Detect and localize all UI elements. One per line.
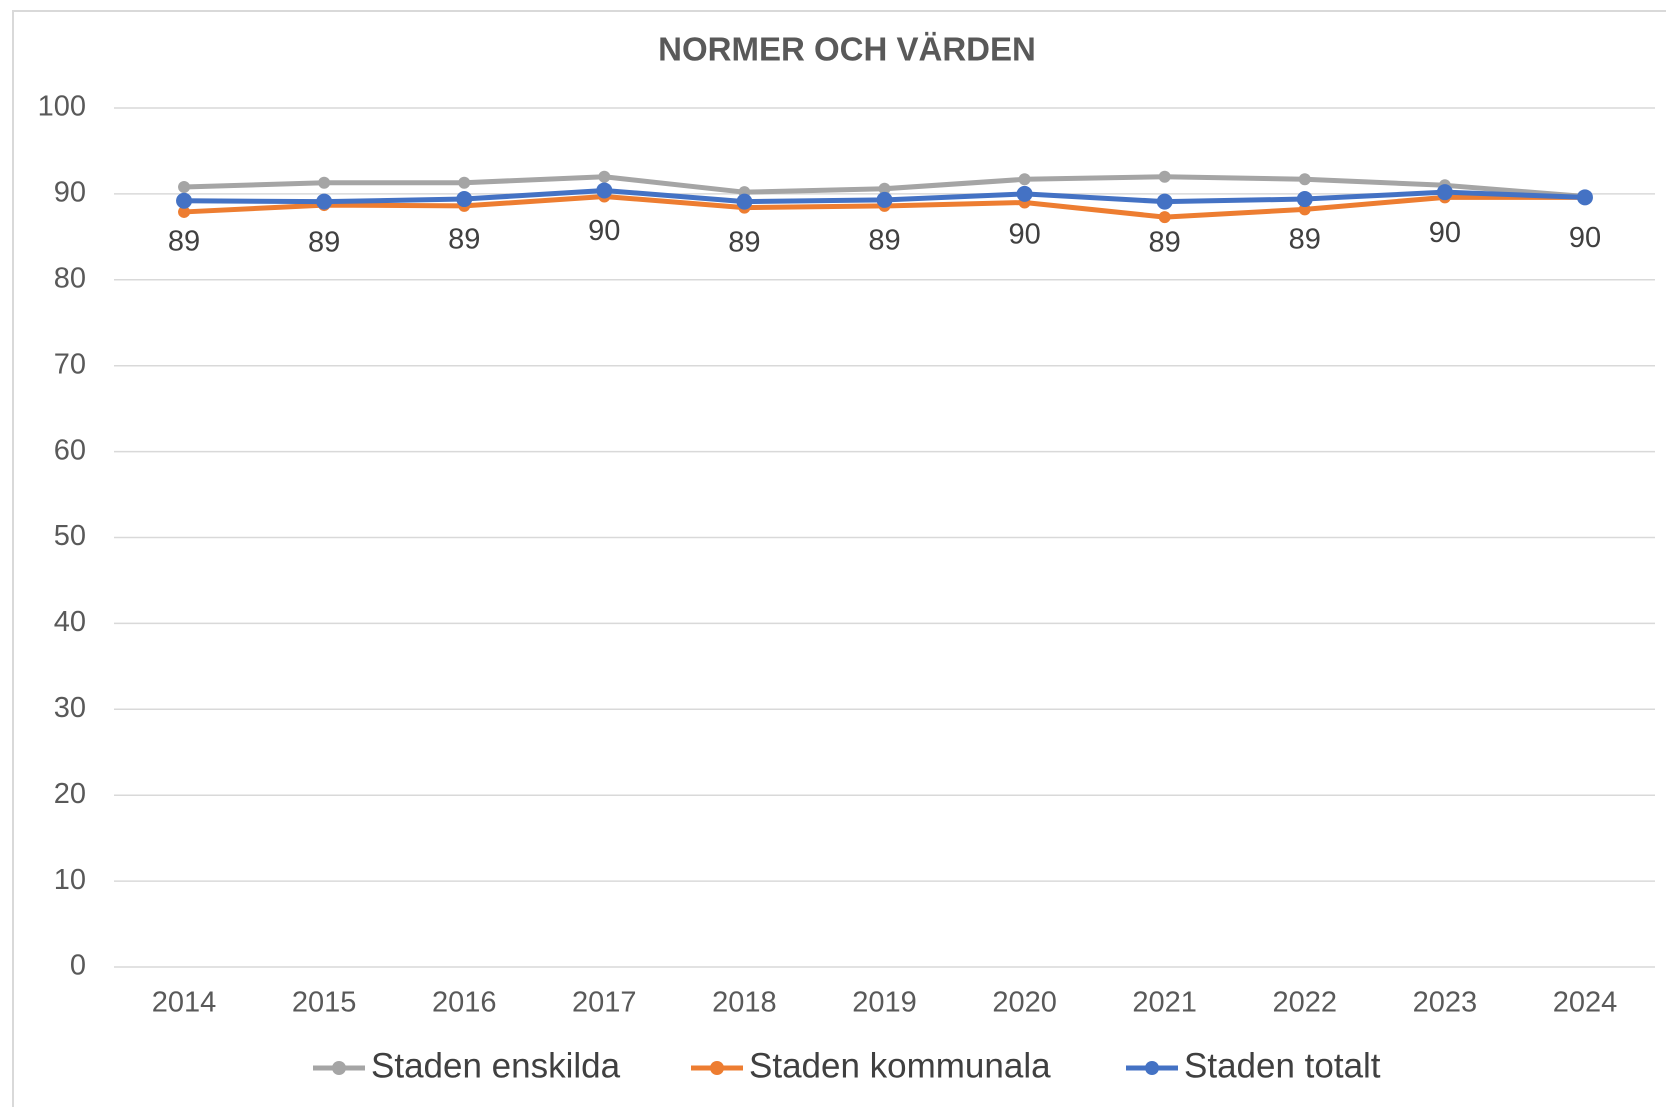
x-tick-label: 2015 [292,987,357,1019]
y-tick-label: 100 [38,91,86,123]
data-point [1436,184,1453,201]
x-tick-label: 2020 [992,987,1057,1019]
data-point [1296,191,1313,208]
y-tick-label: 20 [54,778,86,810]
legend-label: Staden kommunala [749,1046,1051,1085]
legend-label: Staden totalt [1184,1046,1381,1085]
legend-label: Staden enskilda [371,1046,621,1085]
data-point [456,191,473,208]
y-tick-label: 30 [54,692,86,724]
data-point [1156,193,1173,210]
data-label: 90 [1008,219,1040,251]
data-point [1018,173,1031,186]
data-label: 89 [728,226,760,258]
y-tick-label: 50 [54,520,86,552]
chart-frame [12,10,1666,1107]
data-label: 89 [168,225,200,257]
data-point [878,182,891,195]
data-label: 89 [308,226,340,258]
x-tick-label: 2016 [432,987,497,1019]
y-tick-label: 40 [54,606,86,638]
data-point [1298,173,1311,186]
data-point [598,170,611,183]
data-label: 89 [868,225,900,257]
legend-marker [332,1061,346,1075]
data-point [176,192,193,209]
data-label: 90 [588,215,620,247]
data-point [178,205,191,218]
x-tick-label: 2023 [1413,987,1478,1019]
data-label: 89 [1149,226,1181,258]
data-label: 89 [1289,224,1321,256]
x-tick-label: 2021 [1132,987,1197,1019]
y-tick-label: 70 [54,348,86,380]
data-point [318,176,331,189]
data-point [736,193,753,210]
data-point [596,182,613,199]
data-label: 90 [1569,222,1601,254]
data-point [876,191,893,208]
x-tick-label: 2017 [572,987,637,1019]
data-point [1158,170,1171,183]
chart-title: NORMER OCH VÄRDEN [658,31,1036,68]
x-tick-label: 2018 [712,987,777,1019]
data-label: 90 [1429,217,1461,249]
x-tick-label: 2019 [852,987,917,1019]
data-point [1016,185,1033,202]
data-point [1158,211,1171,224]
x-tick-label: 2024 [1553,987,1618,1019]
y-tick-label: 60 [54,434,86,466]
y-tick-label: 80 [54,262,86,294]
y-tick-label: 90 [54,177,86,209]
x-tick-label: 2022 [1273,987,1338,1019]
y-tick-label: 0 [70,950,86,982]
y-tick-label: 10 [54,864,86,896]
data-label: 89 [448,224,480,256]
x-tick-label: 2014 [152,987,217,1019]
legend-marker [710,1061,724,1075]
data-point [1576,189,1593,206]
legend-marker [1145,1061,1159,1075]
data-point [458,176,471,189]
data-point [316,193,333,210]
data-point [178,181,191,194]
